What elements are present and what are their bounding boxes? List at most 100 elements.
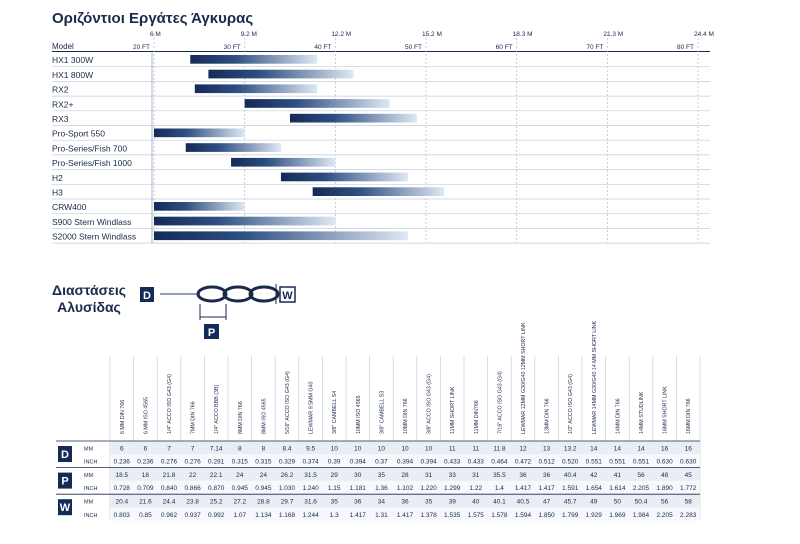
row-label: HX1 800W xyxy=(52,70,93,80)
table-cell: 0.551 xyxy=(609,459,626,466)
table-cell: 11 xyxy=(472,445,479,452)
range-bar xyxy=(194,84,318,94)
group-label: W xyxy=(60,502,71,514)
table-cell: 1.4 xyxy=(495,485,504,492)
table-cell: 0.945 xyxy=(232,485,249,492)
table-cell: 20.4 xyxy=(115,499,128,506)
chart-row-labels: HX1 300W HX1 800W RX2 RX2+ RX3 Pro-Sport 550 P… xyxy=(52,55,136,241)
column-header: 8MM DIN 766 xyxy=(238,401,244,434)
table-cell: 0.962 xyxy=(161,512,178,519)
range-bar xyxy=(208,69,354,79)
column-header: 5/16" ACCO ISO G43 (G4) xyxy=(285,371,291,434)
table-cell: 0.992 xyxy=(208,512,225,519)
table-cell: 10 xyxy=(425,445,433,452)
group-badge xyxy=(58,446,72,462)
range-bar xyxy=(280,172,408,182)
table-cell: 33 xyxy=(449,472,457,479)
row-band xyxy=(110,467,700,481)
table-cell: 28 xyxy=(401,472,409,479)
row-label: H2 xyxy=(52,173,63,183)
table-cell: 6 xyxy=(120,445,124,452)
p-label: P xyxy=(208,327,215,339)
unit-label: INCH xyxy=(84,460,97,466)
table-cell: 0.236 xyxy=(137,459,154,466)
table-cell: 1.969 xyxy=(609,512,626,519)
table-cell: 0.630 xyxy=(656,459,673,466)
range-bar xyxy=(185,143,281,152)
table-cell: 36 xyxy=(401,499,409,506)
group-badge xyxy=(58,499,72,516)
table-cell: 8.4 xyxy=(282,445,291,452)
row-label: Pro-Series/Fish 1000 xyxy=(52,158,132,168)
table-cell: 25.2 xyxy=(210,499,223,506)
row-band xyxy=(110,494,700,508)
table-cell: 18 xyxy=(142,472,150,479)
column-header: 8MM ISO 4565 xyxy=(261,398,267,434)
row-label: RX2+ xyxy=(52,99,74,109)
table-cell: 1.654 xyxy=(586,485,603,492)
range-bar xyxy=(290,113,417,123)
table-cell: 45 xyxy=(685,472,693,479)
header-label: Model xyxy=(52,42,74,51)
table-cell: 8 xyxy=(262,445,266,452)
table-cell: 0.551 xyxy=(586,459,603,466)
row-label: HX1 300W xyxy=(52,55,93,65)
table-cell: 16 xyxy=(685,445,693,452)
table-cell: 21.6 xyxy=(139,499,152,506)
table-cell: 31 xyxy=(425,472,433,479)
row-label: H3 xyxy=(52,188,63,198)
table-cell: 11 xyxy=(449,445,456,452)
table-cell: 0.803 xyxy=(114,512,131,519)
table-cell: 0.630 xyxy=(680,459,697,466)
w-label: W xyxy=(282,290,293,302)
table-cell: 0.37 xyxy=(375,459,388,466)
column-header: 13MM DIN 766 xyxy=(545,398,551,434)
column-header: 3/8" CAMBELL S4 xyxy=(332,391,338,434)
table-cell: 39 xyxy=(449,499,457,506)
row-band xyxy=(110,441,700,455)
table-cell: 1.31 xyxy=(375,512,388,519)
table-cell: 0.433 xyxy=(444,459,461,466)
table-cell: 35 xyxy=(331,499,339,506)
column-header: 14MM DIN 766 xyxy=(615,398,621,434)
table-cell: 10 xyxy=(401,445,409,452)
column-header: 10MM DIN 766 xyxy=(403,398,409,434)
table-cell: 56 xyxy=(637,472,645,479)
table-cell: 1.378 xyxy=(420,512,437,519)
table-cell: 1.07 xyxy=(233,512,246,519)
table-cell: 1.030 xyxy=(279,485,296,492)
table-cell: 40.4 xyxy=(564,472,577,479)
unit-label: MM xyxy=(84,473,94,479)
range-bar xyxy=(154,231,408,241)
table-cell: 0.840 xyxy=(161,485,178,492)
d-label: D xyxy=(143,290,151,302)
table-cell: 30 xyxy=(354,472,362,479)
table-cell: 9.5 xyxy=(306,445,315,452)
x-tick-feet: 40 FT xyxy=(314,44,331,51)
x-tick-metric: 24.4 M xyxy=(694,31,714,38)
row-band xyxy=(110,480,700,495)
chain-link-2 xyxy=(222,285,254,303)
table-cell: 58 xyxy=(685,499,693,506)
table-cell: 1.417 xyxy=(515,485,532,492)
range-bar xyxy=(154,202,245,211)
range-bar xyxy=(154,216,336,226)
table-cell: 0.85 xyxy=(139,512,152,519)
table-cell: 1.102 xyxy=(397,485,414,492)
column-header: LEWMAR 14MM G30/G40 14 MM SHORT LINK xyxy=(592,320,598,434)
x-tick-feet: 20 FT xyxy=(133,44,150,51)
table-cell: 1.417 xyxy=(397,512,414,519)
table-cell: 35 xyxy=(425,499,433,506)
table-cell: 0.315 xyxy=(255,459,272,466)
table-cell: 21.8 xyxy=(163,472,176,479)
chain-link-3 xyxy=(248,285,280,303)
table-cell: 0.520 xyxy=(562,459,579,466)
table-row-groups: D P W xyxy=(58,446,72,516)
chart-axis: 6 M20 FT 9.2 M30 FT 12.2 M40 FT 15.2 M50 FT… xyxy=(52,31,714,51)
table-cell: 42 xyxy=(590,472,598,479)
table-cell: 36 xyxy=(543,472,551,479)
x-tick-metric: 15.2 M xyxy=(422,31,442,38)
table-cell: 49 xyxy=(590,499,598,506)
table-cells: MM 6 6 7 7 7.14 8 8 8.4 9.5 10 10 10 10 10 11 11 11.8 12 13… xyxy=(84,445,697,519)
table-cell: 0.276 xyxy=(161,459,178,466)
